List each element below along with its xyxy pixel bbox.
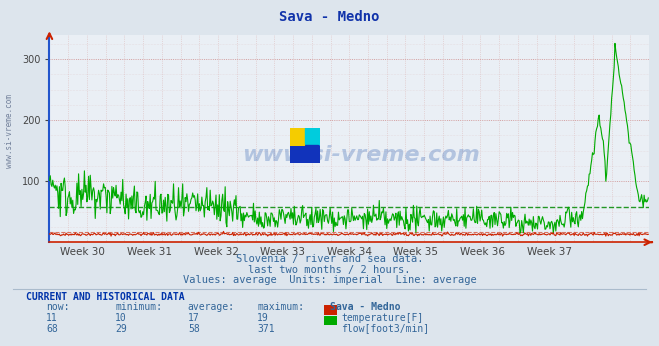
Text: maximum:: maximum: — [257, 302, 304, 312]
Bar — [290, 128, 304, 145]
Polygon shape — [304, 128, 320, 145]
Text: now:: now: — [46, 302, 70, 312]
Text: 19: 19 — [257, 313, 269, 323]
Polygon shape — [290, 128, 304, 145]
Text: last two months / 2 hours.: last two months / 2 hours. — [248, 265, 411, 275]
Text: average:: average: — [188, 302, 235, 312]
Text: minimum:: minimum: — [115, 302, 162, 312]
Text: Slovenia / river and sea data.: Slovenia / river and sea data. — [236, 254, 423, 264]
Bar — [290, 145, 320, 163]
Bar — [304, 128, 320, 145]
Text: 58: 58 — [188, 324, 200, 334]
Text: Values: average  Units: imperial  Line: average: Values: average Units: imperial Line: av… — [183, 275, 476, 285]
Text: flow[foot3/min]: flow[foot3/min] — [341, 324, 430, 334]
Text: www.si-vreme.com: www.si-vreme.com — [243, 145, 480, 165]
Text: temperature[F]: temperature[F] — [341, 313, 424, 323]
Text: CURRENT AND HISTORICAL DATA: CURRENT AND HISTORICAL DATA — [26, 292, 185, 302]
Text: 10: 10 — [115, 313, 127, 323]
Text: 11: 11 — [46, 313, 58, 323]
Text: www.si-vreme.com: www.si-vreme.com — [5, 94, 14, 169]
Text: Sava - Medno: Sava - Medno — [279, 10, 380, 24]
Text: 68: 68 — [46, 324, 58, 334]
Text: 371: 371 — [257, 324, 275, 334]
Text: 29: 29 — [115, 324, 127, 334]
Text: 17: 17 — [188, 313, 200, 323]
Text: Sava - Medno: Sava - Medno — [330, 302, 400, 312]
